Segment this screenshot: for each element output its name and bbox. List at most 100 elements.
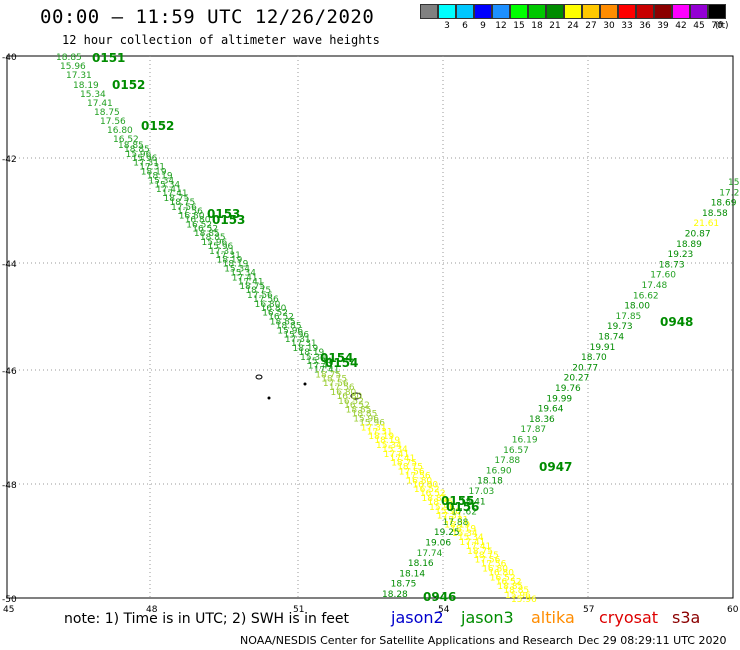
legend-swatch xyxy=(438,4,456,19)
swh-value: 15.34 xyxy=(80,90,106,100)
swh-value: 18.85 xyxy=(503,586,529,596)
swh-value: 16.80 xyxy=(107,126,133,136)
swh-value: 18.41 xyxy=(460,497,486,507)
swh-value: 19.06 xyxy=(425,539,451,549)
swh-value: 16.52 xyxy=(262,309,288,319)
lon-label: 54 xyxy=(438,605,450,615)
legend-swatch xyxy=(654,4,672,19)
swh-value: 17.31 xyxy=(209,247,235,257)
credit-line: NOAA/NESDIS Center for Satellite Applica… xyxy=(240,634,574,647)
legend-swatch xyxy=(690,4,708,19)
lon-labels: 45 48 51 54 57 60 xyxy=(3,605,739,615)
legend-label: 6 xyxy=(462,21,468,31)
swh-value: 17.56 xyxy=(399,468,425,478)
legend-label: 3 xyxy=(444,21,450,31)
swh-value: 16.80 xyxy=(482,565,508,575)
swh-value: 15.96 xyxy=(505,591,531,601)
legend-item: 3 xyxy=(438,4,456,31)
swh-value: 18.19 xyxy=(368,432,394,442)
legend-swatch xyxy=(564,4,582,19)
swh-value: 16.80 xyxy=(179,212,205,222)
swh-value: 17.41 xyxy=(384,450,410,460)
swh-value: 17.56 xyxy=(481,560,507,570)
swh-value: 18.85 xyxy=(497,582,523,592)
swh-value: 16.80 xyxy=(185,216,211,226)
swh-value: 18.75 xyxy=(391,580,417,590)
swh-value: 17.41 xyxy=(87,99,113,109)
swh-value: 16.80 xyxy=(331,388,357,398)
islands xyxy=(255,374,362,400)
swh-value: 16.80 xyxy=(412,480,438,490)
lat-label: -46 xyxy=(2,367,17,377)
swh-value: 16.80 xyxy=(255,300,281,310)
swh-value: 17.31 xyxy=(139,163,165,173)
legend-item: 70 xyxy=(708,4,726,31)
swh-value: 18.19 xyxy=(147,172,173,182)
swh-value: 18.85 xyxy=(422,494,448,504)
swh-value: 18.75 xyxy=(170,198,196,208)
swh-value: 17.31 xyxy=(367,427,393,437)
swh-value: 15.96 xyxy=(277,326,303,336)
mission-s3a: s3a xyxy=(672,608,701,627)
swh-value: 15.34 xyxy=(224,265,250,275)
swh-value: 17.31 xyxy=(443,516,469,526)
pass-time-label: 0153 xyxy=(207,207,240,221)
legend-swatch xyxy=(636,4,654,19)
swh-value: 17.31 xyxy=(133,159,159,169)
pass-time-label: 0948 xyxy=(660,315,693,329)
track-ascending: 18.2818.7518.1418.1617.7419.0619.2517.88… xyxy=(382,178,740,600)
legend-swatch xyxy=(420,4,438,19)
pass-time-label: 0947 xyxy=(539,460,572,474)
swh-value: 15.96 xyxy=(429,503,455,513)
swh-value: 18.19 xyxy=(444,520,470,530)
swh-value: 18.75 xyxy=(321,374,347,384)
swh-value: 18.58 xyxy=(702,209,728,219)
swh-value: 15.96 xyxy=(435,507,461,517)
lat-label: -48 xyxy=(2,481,17,491)
legend-item: 9 xyxy=(474,4,492,31)
swh-value: 17.41 xyxy=(156,185,182,195)
legend-label: 30 xyxy=(603,21,615,31)
swh-value: 18.75 xyxy=(391,459,417,469)
swh-value: 15.34 xyxy=(382,445,408,455)
swh-value: 18.19 xyxy=(73,81,99,91)
pass-time-label: 0155 xyxy=(441,494,474,508)
swh-value: 18.75 xyxy=(239,282,265,292)
legend-label: 70 xyxy=(711,21,723,31)
swh-value: 17.31 xyxy=(291,339,317,349)
swh-value: 16.62 xyxy=(633,291,659,301)
color-legend: 3 6 9 12 15 18 21 24 27 30 33 36 39 42 45 70 xyxy=(420,4,726,31)
swh-value: 18.16 xyxy=(408,559,434,569)
swh-value: 17.62 xyxy=(451,508,477,518)
pass-time-label: 0151 xyxy=(92,51,125,65)
swh-value: 16.19 xyxy=(512,436,538,446)
swh-value: 18.85 xyxy=(352,410,378,420)
swh-value: 16.80 xyxy=(337,392,363,402)
swh-value: 15.96 xyxy=(359,419,385,429)
legend-item: 12 xyxy=(492,4,510,31)
swh-value: 20.77 xyxy=(572,363,598,373)
swh-value: 17.88 xyxy=(494,456,520,466)
pass-time-labels: 0151 0152 0152 0153 0153 0154 0154 0155 … xyxy=(92,51,693,604)
swh-value: 18.70 xyxy=(581,353,607,363)
swh-value: 19.23 xyxy=(668,250,694,260)
legend-item: 21 xyxy=(546,4,564,31)
legend-label: 42 xyxy=(675,21,687,31)
legend-label: 21 xyxy=(549,21,561,31)
swh-value: 17.41 xyxy=(460,538,486,548)
swh-value: 15.96 xyxy=(132,154,158,164)
swh-value: 15.34 xyxy=(300,353,326,363)
swh-value: 18.85 xyxy=(56,53,82,63)
swh-value: 17.60 xyxy=(650,271,676,281)
swh-value: 15.34 xyxy=(452,529,478,539)
swh-value: 15.96 xyxy=(353,415,379,425)
swh-value: 17.41 xyxy=(466,542,492,552)
legend-label: 12 xyxy=(495,21,507,31)
swh-value: 17.88 xyxy=(443,518,469,528)
swh-value: 17.22 xyxy=(719,188,740,198)
footer-note: note: 1) Time is in UTC; 2) SWH is in fe… xyxy=(64,611,350,627)
swh-value: 17.56 xyxy=(405,472,431,482)
swh-value: 18.28 xyxy=(382,590,408,600)
swh-value: 17.31 xyxy=(215,251,241,261)
swh-value: 17.31 xyxy=(437,512,463,522)
